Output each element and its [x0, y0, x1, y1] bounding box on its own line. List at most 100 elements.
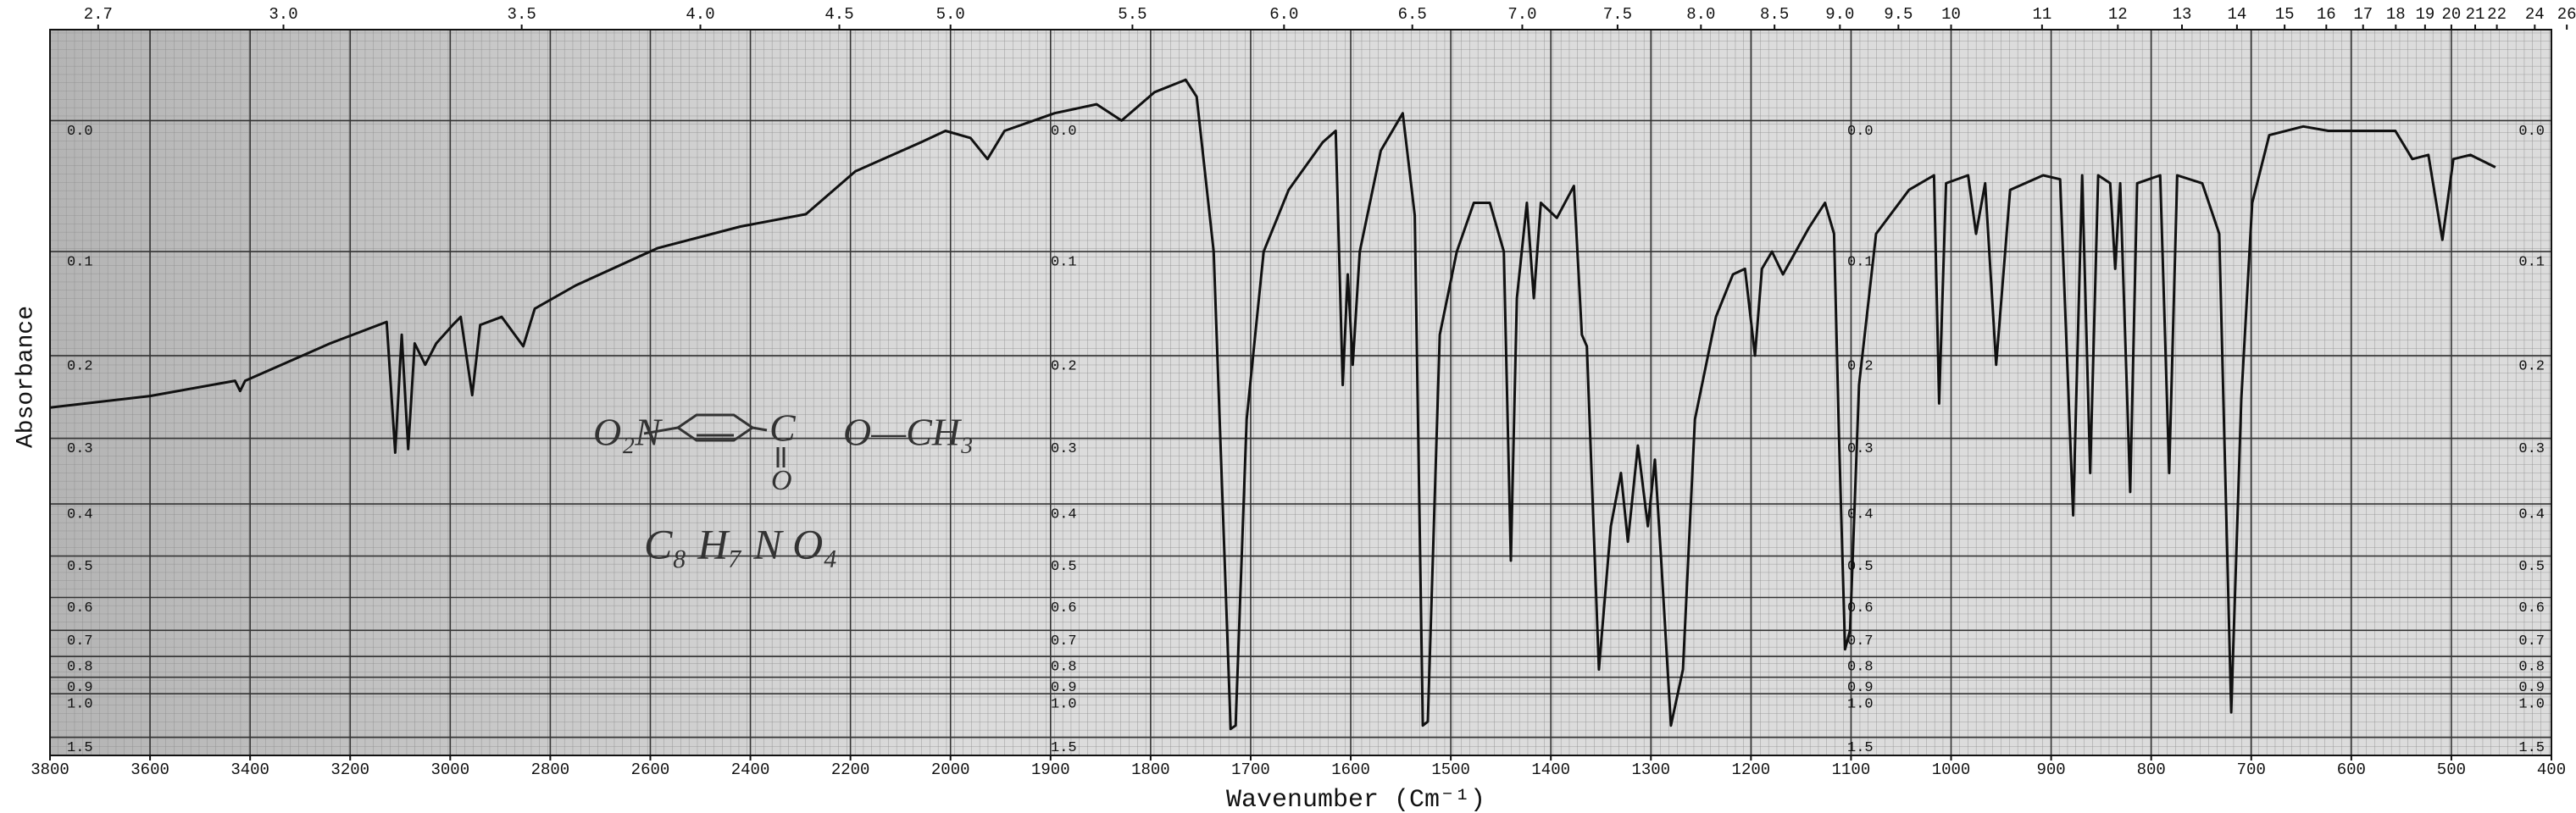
x-tick-label: 1200 [1732, 760, 1771, 779]
y-tick-label: 0.0 [67, 124, 93, 140]
y-tick-label: 0.6 [67, 600, 93, 617]
y-tick-label: 0.2 [67, 358, 93, 374]
annotation: O—CH₃ [843, 411, 974, 454]
x-tick-label: 1300 [1631, 760, 1670, 779]
grid [49, 30, 2552, 755]
y-tick-label: 1.5 [67, 740, 93, 756]
x-tick-label: 2600 [631, 760, 670, 779]
x-tick-label: 3000 [431, 760, 470, 779]
y-tick-label: 0.3 [1847, 441, 1874, 457]
y-tick-label: 0.5 [1051, 559, 1077, 575]
x2-tick-label: 16 [2317, 5, 2336, 24]
x-tick-label: 1600 [1331, 760, 1370, 779]
y-tick-label: 0.7 [1051, 633, 1077, 650]
x2-tick-label: 20 [2442, 5, 2462, 24]
x2-tick-label: 13 [2173, 5, 2192, 24]
x2-tick-label: 8.0 [1686, 5, 1715, 24]
x-tick-label: 3200 [330, 760, 369, 779]
x2-tick-label: 7.0 [1507, 5, 1536, 24]
x-tick-label: 2200 [831, 760, 870, 779]
x2-tick-label: 14 [2227, 5, 2246, 24]
x-tick-label: 700 [2237, 760, 2266, 779]
x-tick-label: 3400 [230, 760, 269, 779]
bond [752, 426, 768, 432]
x-tick-label: 3600 [130, 760, 169, 779]
y-tick-label: 1.5 [2518, 740, 2545, 756]
x-tick-label: 1800 [1131, 760, 1170, 779]
x2-tick-label: 10 [1941, 5, 1961, 24]
y-tick-label: 0.8 [1847, 660, 1874, 676]
x2-tick-label: 21 [2466, 5, 2485, 24]
y-tick-label: 0.0 [2518, 124, 2545, 140]
y-tick-label: 1.0 [67, 697, 93, 713]
x-tick-label: 1100 [1832, 760, 1871, 779]
x2-tick-label: 4.5 [824, 5, 853, 24]
x2-tick-label: 11 [2032, 5, 2051, 24]
y-tick-label: 0.3 [2518, 441, 2545, 457]
y-tick-label: 0.6 [2518, 600, 2545, 617]
y-tick-label: 0.9 [2518, 680, 2545, 696]
y-tick-label: 0.4 [2518, 507, 2545, 523]
x2-tick-label: 3.0 [269, 5, 297, 24]
x2-tick-label: 6.0 [1269, 5, 1298, 24]
x2-tick-label: 22 [2487, 5, 2507, 24]
x-tick-label: 800 [2137, 760, 2166, 779]
x-tick-label: 2800 [531, 760, 570, 779]
minor-grid [50, 30, 2551, 755]
annotation: O₂N [593, 411, 663, 454]
y-tick-label: 1.0 [1051, 697, 1077, 713]
y-tick-label: 0.1 [1847, 255, 1874, 271]
spectrum-line [49, 78, 2496, 731]
x-tick-label: 1900 [1031, 760, 1070, 779]
x-tick-label: 1700 [1231, 760, 1270, 779]
bond [643, 426, 679, 435]
x-tick-label: 1000 [1932, 760, 1971, 779]
x2-tick-label: 17 [2353, 5, 2373, 24]
x-tick-label: 2000 [931, 760, 970, 779]
y-tick-label: 0.6 [1847, 600, 1874, 617]
y-tick-label: 0.9 [1847, 680, 1874, 696]
x-tick-label: 400 [2537, 760, 2566, 779]
y-tick-label: 0.0 [1051, 124, 1077, 140]
y-tick-label: 0.9 [67, 680, 93, 696]
x2-tick-label: 3.5 [508, 5, 536, 24]
y-tick-label: 0.3 [1051, 441, 1077, 457]
annotation: C₈ H₇ N O₄ [644, 520, 838, 567]
x-tick-label: 2400 [731, 760, 770, 779]
y-tick-label: 0.1 [67, 255, 93, 271]
x2-tick-label: 6.5 [1398, 5, 1427, 24]
annotation: O [771, 465, 792, 496]
y-tick-label: 0.8 [1051, 660, 1077, 676]
y-tick-label: 0.4 [1847, 507, 1874, 523]
x2-tick-label: 18 [2386, 5, 2406, 24]
y-tick-label: 0.1 [2518, 255, 2545, 271]
x2-tick-label: 9.5 [1884, 5, 1913, 24]
x2-tick-label: 24 [2525, 5, 2545, 24]
x2-tick-label: 19 [2415, 5, 2434, 24]
plot-frame [49, 29, 2552, 756]
y-tick-label: 0.6 [1051, 600, 1077, 617]
y-tick-label: 0.7 [67, 633, 93, 650]
y-tick-label: 0.9 [1051, 680, 1077, 696]
x2-tick-label: 9.0 [1825, 5, 1854, 24]
y-tick-label: 0.5 [67, 559, 93, 575]
x-tick-label: 500 [2437, 760, 2466, 779]
y-tick-label: 0.1 [1051, 255, 1077, 271]
y-axis-title: Absorbance [13, 306, 39, 448]
y-tick-label: 1.0 [1847, 697, 1874, 713]
x2-tick-label: 12 [2108, 5, 2128, 24]
x2-tick-label: 5.0 [936, 5, 965, 24]
x-tick-label: 900 [2036, 760, 2065, 779]
x-tick-label: 1500 [1431, 760, 1470, 779]
x2-tick-label: 8.5 [1760, 5, 1789, 24]
y-tick-label: 0.8 [67, 660, 93, 676]
x-axis-title: Wavenumber (Cm⁻¹) [1226, 786, 1485, 813]
y-tick-label: 0.3 [67, 441, 93, 457]
x-tick-label: 600 [2337, 760, 2366, 779]
x2-tick-label: 15 [2275, 5, 2295, 24]
y-tick-label: 1.0 [2518, 697, 2545, 713]
y-tick-label: 0.8 [2518, 660, 2545, 676]
y-tick-label: 0.2 [1051, 358, 1077, 374]
